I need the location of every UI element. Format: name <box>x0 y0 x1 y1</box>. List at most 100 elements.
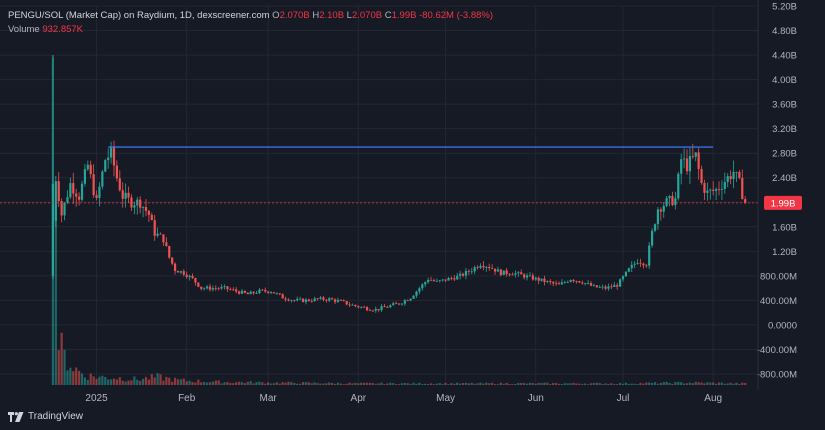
candle-body <box>357 306 360 308</box>
volume-bar <box>252 383 255 385</box>
volume-bar <box>368 382 372 385</box>
candle-body <box>653 224 657 231</box>
volume-bar <box>589 383 593 385</box>
volume-bar <box>397 384 401 385</box>
volume-bar <box>450 383 453 385</box>
volume-bar <box>179 379 182 385</box>
candle-body <box>592 285 596 287</box>
volume-bar <box>258 381 261 385</box>
volume-bar <box>572 382 575 385</box>
candle-body <box>555 283 558 285</box>
candle-body <box>98 186 101 199</box>
last-price-badge: 1.99B <box>764 195 802 210</box>
volume-bar <box>57 350 60 385</box>
symbol-title[interactable]: PENGU/SOL (Market Cap) on Raydium, 1D, d… <box>8 10 270 21</box>
candle-body <box>578 281 581 283</box>
volume-bar <box>386 383 389 385</box>
candle-body <box>165 242 168 246</box>
candle-body <box>284 298 287 300</box>
low-label: L <box>346 10 352 21</box>
candle-body <box>470 271 473 273</box>
candle-body <box>313 298 316 302</box>
candle-body <box>531 275 534 280</box>
volume-bar <box>665 381 668 385</box>
volume-bar <box>691 383 694 385</box>
candle-body <box>249 291 252 295</box>
candle-body <box>453 278 456 280</box>
candle-body <box>80 183 84 200</box>
candle-body <box>331 298 334 300</box>
candle-body <box>278 293 281 295</box>
candle-body <box>741 177 744 200</box>
candle-body <box>563 282 566 283</box>
volume-bar <box>86 379 89 385</box>
y-tick-label: 2.40B <box>772 173 797 184</box>
candle-body <box>624 271 628 277</box>
y-axis[interactable]: 5.20B 4.80B 4.40B 4.00B 3.60B 3.20B 2.80B 2.40B… <box>757 0 797 390</box>
candle-body <box>237 291 241 294</box>
volume-bar <box>502 383 505 385</box>
x-tick-label: Jul <box>617 393 630 404</box>
y-tick-label: 1.60B <box>772 222 797 233</box>
legend-row-ohlc: PENGU/SOL (Market Cap) on Raydium, 1D, d… <box>8 9 493 23</box>
candle-body <box>677 173 680 199</box>
candle-body <box>589 283 593 286</box>
candle-body <box>726 176 729 183</box>
candle-body <box>255 292 258 294</box>
candle-body <box>674 198 677 206</box>
candle-body <box>549 280 552 282</box>
candle-body <box>127 192 130 198</box>
tradingview-brand[interactable]: TradingView <box>8 411 83 422</box>
candle-body <box>124 192 127 199</box>
candle-body <box>211 288 214 290</box>
candle-body <box>368 310 372 311</box>
candle-body <box>717 189 721 190</box>
candle-body <box>491 268 494 269</box>
volume-bar <box>496 384 500 385</box>
volume-bar <box>447 384 450 385</box>
candle-body <box>552 281 555 284</box>
candle-body <box>581 282 584 284</box>
volume-bar <box>95 378 98 385</box>
volume-bar <box>403 382 406 385</box>
volume-bar <box>703 383 706 385</box>
candle-body <box>569 279 572 282</box>
volume-bar <box>144 376 148 385</box>
candle-body <box>89 164 92 175</box>
volume-bar <box>700 382 703 385</box>
brand-name: TradingView <box>28 411 84 422</box>
volume-bar <box>380 382 383 385</box>
candle-body <box>473 267 476 272</box>
volume-bar <box>98 376 101 385</box>
candle-body <box>476 267 479 269</box>
candle-body <box>258 289 261 293</box>
volume-bar <box>400 383 404 385</box>
candle-body <box>485 266 488 268</box>
volume-bar <box>139 380 142 385</box>
volume-bar <box>546 382 549 385</box>
volume-bar <box>616 384 619 385</box>
volume-bar <box>569 383 572 385</box>
volume-bar <box>418 382 421 385</box>
volume-bar <box>363 382 366 385</box>
x-axis[interactable]: 2025 Feb Mar Apr May Jun Jul Aug <box>85 393 722 404</box>
volume-bar <box>604 383 607 385</box>
candle-body <box>528 275 532 277</box>
candle-body <box>345 301 348 305</box>
candle-body <box>424 282 427 285</box>
candle-body <box>427 279 430 283</box>
candle-body <box>275 293 278 295</box>
volume-bar <box>488 383 491 385</box>
candle-body <box>403 300 406 304</box>
volume-bar <box>409 383 412 385</box>
volume-bar <box>267 382 270 385</box>
volume-bar <box>133 376 136 385</box>
y-tick-label: 800.00M <box>760 271 797 282</box>
candle-body <box>668 195 671 199</box>
candle-body <box>421 284 424 289</box>
candle-body <box>464 270 468 276</box>
volume-bar <box>595 382 598 385</box>
candle-body <box>575 281 578 282</box>
volume-bar <box>235 382 238 385</box>
